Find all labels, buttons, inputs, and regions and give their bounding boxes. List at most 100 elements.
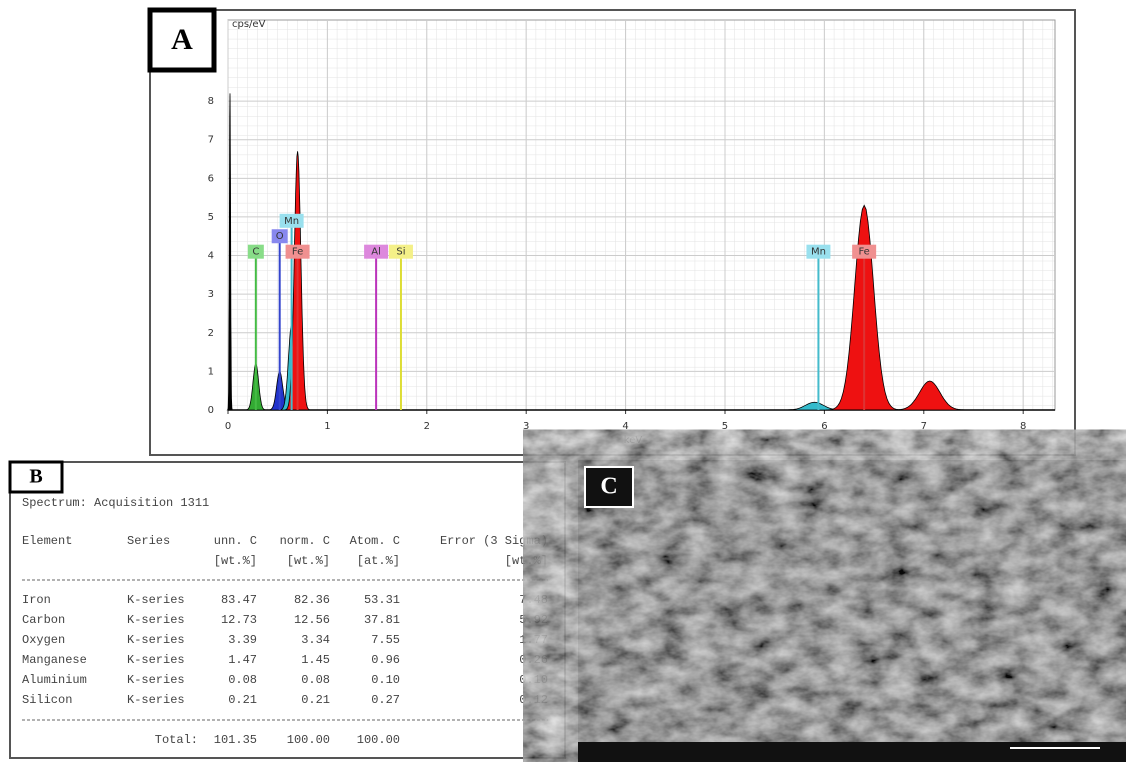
marker-label: Si [396,247,405,258]
y-tick-label: 2 [208,328,214,339]
panel-b [9,461,566,759]
cell: 1.45 [301,653,330,667]
header-cell: norm. C [280,534,330,548]
x-tick-label: 1 [324,421,330,432]
cell: K-series [127,673,185,687]
cell: 0.21 [228,693,257,707]
marker-box [247,244,264,259]
cell: 83.47 [221,593,257,607]
total-cell: 100.00 [357,733,400,747]
table-title: Spectrum: Acquisition 1311 [22,496,209,510]
cell: 0.12 [519,693,548,707]
cell: K-series [127,653,185,667]
cell: Oxygen [22,633,65,647]
panel-label-box [584,466,634,508]
cell: 37.81 [364,613,400,627]
peak [226,93,234,411]
y-tick-label: 6 [208,173,214,184]
marker-label: Mn [811,247,826,258]
x-tick-label: 7 [921,421,927,432]
cell: Aluminium [22,673,87,687]
marker-box [364,244,389,259]
y-tick-label: 7 [208,135,214,146]
cell: 1.77 [519,633,548,647]
marker-box [279,213,304,228]
cell: 7.55 [371,633,400,647]
peak [888,380,969,411]
y-tick-label: 3 [208,289,214,300]
header-cell: Error (3 Sigma) [440,534,548,548]
y-tick-label: 8 [208,96,214,107]
cell: 0.10 [519,673,548,687]
cell: Iron [22,593,51,607]
cell: 0.08 [301,673,330,687]
marker-box [806,244,831,259]
marker-label: O [276,231,284,242]
x-tick-label: 6 [821,421,827,432]
cell: 0.21 [301,693,330,707]
y-tick-label: 4 [208,251,214,262]
marker-label: Fe [292,247,303,258]
cell: 12.73 [221,613,257,627]
y-axis-label: cps/eV [232,19,266,30]
x-tick-label: 3 [523,421,529,432]
cell: 5.92 [519,613,548,627]
unit-cell: [at.%] [357,554,400,568]
unit-cell: [wt.%] [214,554,257,568]
marker-box [271,229,288,244]
total-cell: Total: [155,733,198,747]
x-tick-label: 8 [1020,421,1026,432]
marker-label: Al [371,247,381,258]
sem-texture [578,460,1126,762]
cell: 0.10 [371,673,400,687]
unit-cell: [wt.%] [287,554,330,568]
cell: Silicon [22,693,72,707]
cell: 0.96 [371,653,400,667]
cell: K-series [127,693,185,707]
marker-box [388,244,413,259]
cell: 0.08 [228,673,257,687]
table: Element Series unn. C norm. C Atom. C Error (… [22,534,548,747]
unit-cell: [wt.%] [505,554,548,568]
cell: K-series [127,613,185,627]
marker-label: C [252,247,259,258]
cell: 1.47 [228,653,257,667]
marker-label: Mn [284,216,299,227]
panel-label: B [29,466,42,488]
header-cell: Element [22,534,72,548]
cell: 12.56 [294,613,330,627]
info-bar [578,742,1126,762]
marker-box [852,244,877,259]
x-axis-label: keV [624,435,643,446]
cell: Manganese [22,653,87,667]
header-cell: Series [127,534,170,548]
x-tick-label: 0 [225,421,231,432]
panel-label: C [600,474,617,500]
total-cell: 101.35 [214,733,257,747]
y-tick-label: 0 [208,405,214,416]
cell: K-series [127,593,185,607]
cell: 53.31 [364,593,400,607]
marker-box [285,244,310,259]
cell: 0.26 [519,653,548,667]
x-tick-label: 5 [722,421,728,432]
cell: 7.48 [519,593,548,607]
cell: 3.34 [301,633,330,647]
cell: 0.27 [371,693,400,707]
cell: 3.39 [228,633,257,647]
panel-label: A [171,23,193,56]
total-cell: 100.00 [287,733,330,747]
header-cell: unn. C [214,534,257,548]
header-cell: Atom. C [350,534,400,548]
cell: 82.36 [294,593,330,607]
plot-area [227,19,1056,411]
cell: K-series [127,633,185,647]
y-tick-label: 1 [208,366,214,377]
panel-label-box [147,7,217,73]
marker-label: Fe [858,247,869,258]
panel-label-box [8,460,64,494]
x-tick-label: 4 [622,421,628,432]
cell: Carbon [22,613,65,627]
